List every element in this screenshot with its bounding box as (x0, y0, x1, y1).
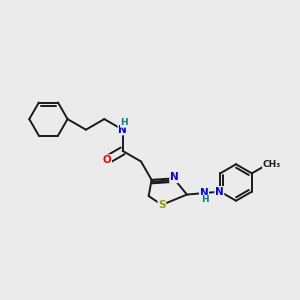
Text: N: N (200, 188, 208, 198)
Text: O: O (103, 155, 111, 165)
Text: H: H (201, 195, 209, 204)
Text: S: S (158, 200, 166, 210)
Text: CH₃: CH₃ (263, 160, 281, 169)
Text: N: N (170, 172, 178, 182)
Text: N: N (118, 125, 127, 135)
Text: H: H (121, 118, 128, 127)
Text: N: N (215, 187, 224, 196)
